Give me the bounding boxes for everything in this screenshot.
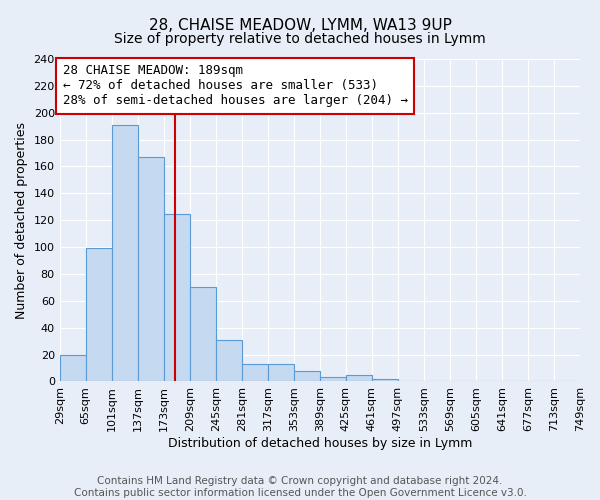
Bar [346, 374, 372, 382]
X-axis label: Distribution of detached houses by size in Lymm: Distribution of detached houses by size … [167, 437, 472, 450]
Bar [216, 340, 242, 382]
Text: 28, CHAISE MEADOW, LYMM, WA13 9UP: 28, CHAISE MEADOW, LYMM, WA13 9UP [149, 18, 451, 32]
Bar [59, 354, 86, 382]
Bar [242, 364, 268, 382]
Bar [268, 364, 294, 382]
Bar [164, 214, 190, 382]
Bar [86, 248, 112, 382]
Text: Contains HM Land Registry data © Crown copyright and database right 2024.
Contai: Contains HM Land Registry data © Crown c… [74, 476, 526, 498]
Y-axis label: Number of detached properties: Number of detached properties [15, 122, 28, 318]
Bar [112, 125, 138, 382]
Text: Size of property relative to detached houses in Lymm: Size of property relative to detached ho… [114, 32, 486, 46]
Bar [320, 378, 346, 382]
Bar [294, 370, 320, 382]
Bar [138, 157, 164, 382]
Bar [372, 379, 398, 382]
Bar [190, 288, 216, 382]
Text: 28 CHAISE MEADOW: 189sqm
← 72% of detached houses are smaller (533)
28% of semi-: 28 CHAISE MEADOW: 189sqm ← 72% of detach… [62, 64, 407, 108]
